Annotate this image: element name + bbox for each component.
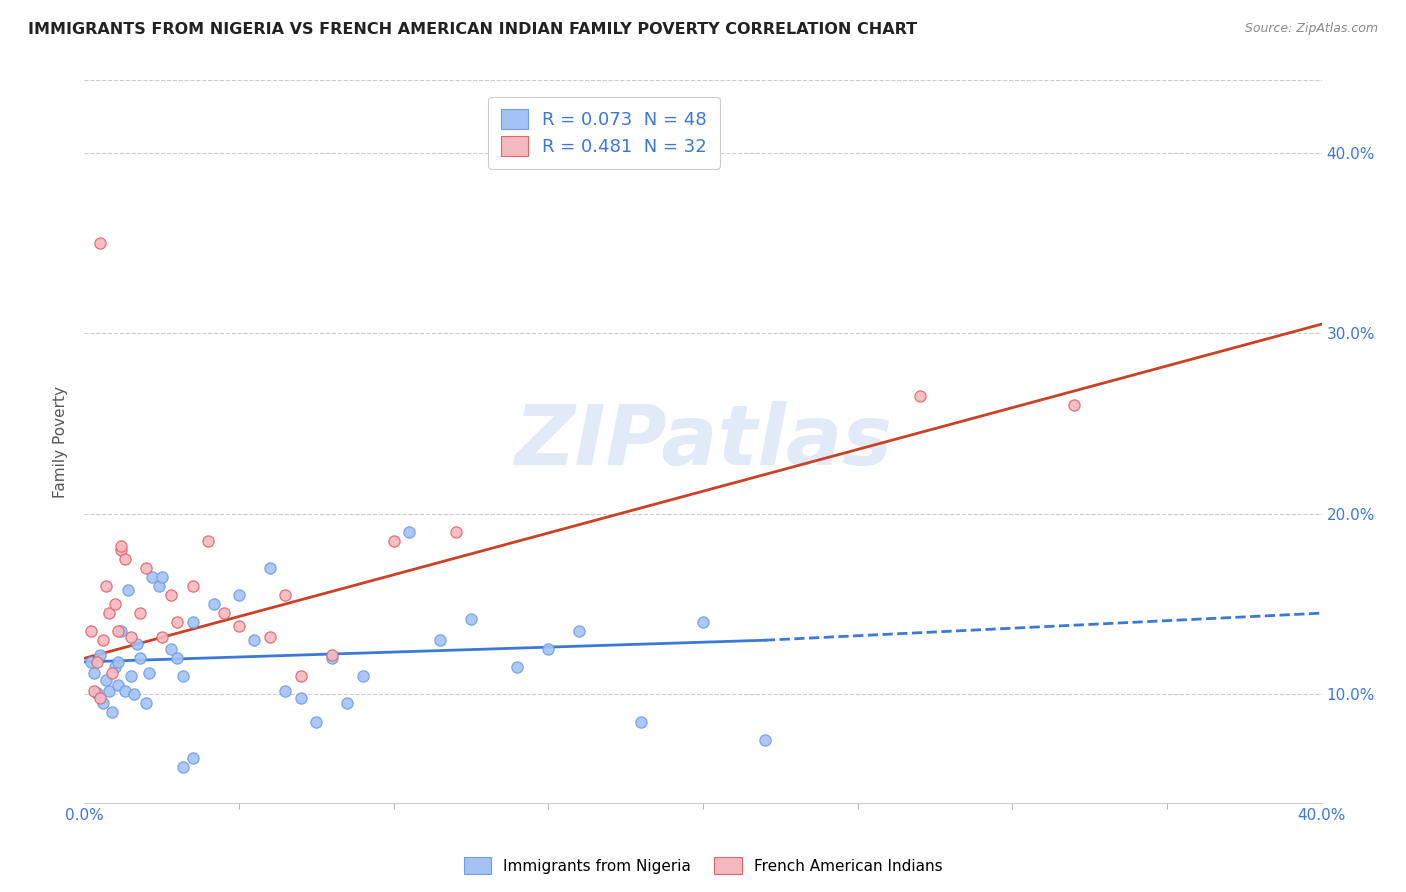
Point (1063, 398, 1085, 412)
Point (228, 588, 250, 602)
Point (243, 633, 266, 648)
Point (110, 624, 132, 639)
Point (138, 665, 160, 680)
Point (107, 678, 129, 692)
Point (181, 579, 204, 593)
Point (120, 669, 142, 683)
Point (141, 570, 163, 584)
Point (160, 588, 183, 602)
Point (352, 669, 374, 683)
Point (79, 624, 101, 639)
Point (212, 606, 235, 620)
Point (91, 697, 114, 711)
Point (150, 630, 173, 644)
Point (148, 579, 170, 593)
Point (107, 655, 129, 669)
Point (181, 615, 204, 630)
Point (114, 552, 136, 566)
Point (197, 533, 219, 548)
Point (129, 651, 152, 665)
Point (274, 683, 297, 698)
Point (79, 655, 101, 669)
Point (290, 691, 312, 706)
Point (120, 630, 142, 644)
Point (91, 633, 114, 648)
Point (101, 665, 124, 680)
Point (181, 750, 204, 764)
Text: Source: ZipAtlas.com: Source: ZipAtlas.com (1244, 22, 1378, 36)
Legend: Immigrants from Nigeria, French American Indians: Immigrants from Nigeria, French American… (457, 851, 949, 880)
Point (228, 619, 250, 633)
Point (122, 687, 145, 701)
Point (382, 533, 405, 548)
Point (117, 582, 139, 597)
Point (114, 683, 136, 698)
Point (166, 615, 188, 630)
Point (460, 611, 482, 625)
Point (98, 683, 121, 698)
Point (692, 615, 714, 630)
Legend: R = 0.073  N = 48, R = 0.481  N = 32: R = 0.073 N = 48, R = 0.481 N = 32 (488, 96, 720, 169)
Point (83, 683, 105, 698)
Point (150, 570, 173, 584)
Point (444, 524, 467, 539)
Point (110, 539, 132, 553)
Point (172, 760, 194, 774)
Point (321, 651, 343, 665)
Point (125, 637, 148, 651)
Point (135, 561, 157, 575)
Point (89, 691, 111, 706)
Point (83, 665, 105, 680)
Point (110, 542, 132, 557)
Point (107, 624, 129, 639)
Y-axis label: Family Poverty: Family Poverty (53, 385, 69, 498)
Point (630, 714, 652, 729)
Point (259, 561, 281, 575)
Point (86, 655, 108, 669)
Point (506, 660, 529, 674)
Point (86, 685, 108, 699)
Point (94, 673, 117, 687)
Point (537, 642, 560, 657)
Point (94, 579, 117, 593)
Point (89, 648, 111, 662)
Point (89, 235, 111, 250)
Point (172, 669, 194, 683)
Point (274, 588, 297, 602)
Point (754, 732, 776, 747)
Point (135, 697, 157, 711)
Text: IMMIGRANTS FROM NIGERIA VS FRENCH AMERICAN INDIAN FAMILY POVERTY CORRELATION CHA: IMMIGRANTS FROM NIGERIA VS FRENCH AMERIC… (28, 22, 917, 37)
Point (259, 630, 281, 644)
Point (101, 706, 124, 720)
Text: ZIPatlas: ZIPatlas (515, 401, 891, 482)
Point (568, 624, 591, 639)
Point (305, 714, 328, 729)
Point (98, 606, 121, 620)
Point (290, 669, 312, 683)
Point (321, 648, 343, 662)
Point (160, 642, 183, 657)
Point (202, 597, 225, 611)
Point (104, 597, 127, 611)
Point (429, 633, 451, 648)
Point (398, 524, 420, 539)
Point (908, 389, 931, 403)
Point (336, 697, 359, 711)
Point (129, 606, 152, 620)
Point (104, 660, 127, 674)
Point (166, 651, 188, 665)
